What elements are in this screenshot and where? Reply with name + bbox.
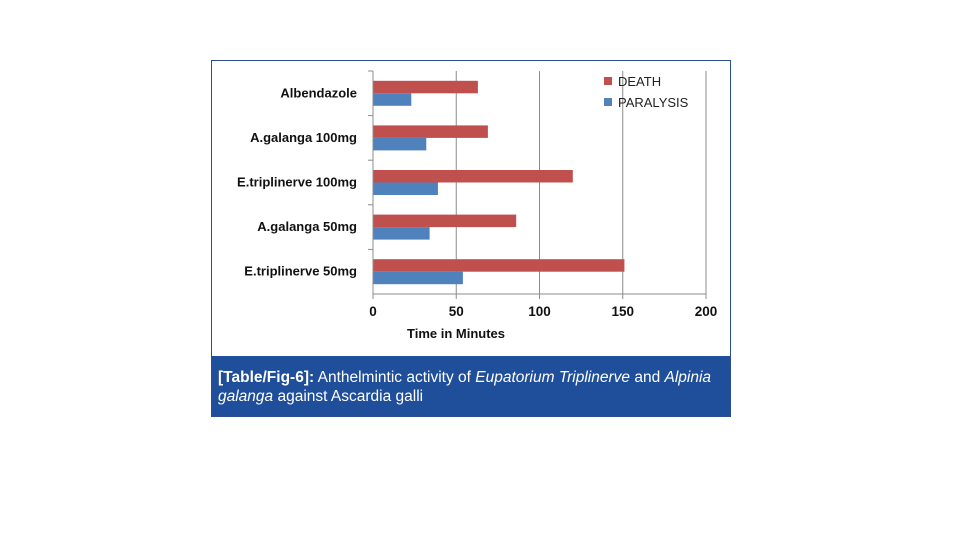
legend-label-paralysis: PARALYSIS xyxy=(618,95,689,110)
bar-death xyxy=(373,80,478,94)
category-label: Albendazole xyxy=(280,85,357,100)
legend-swatch-paralysis xyxy=(604,98,612,106)
caption-text-1: Anthelmintic activity of xyxy=(314,369,476,386)
caption-species-2: Alpinia galanga xyxy=(218,369,712,405)
x-axis-title: Time in Minutes xyxy=(407,326,505,341)
category-label: E.triplinerve 50mg xyxy=(244,264,357,279)
category-labels: Albendazole A.galanga 100mg E.triplinerve … xyxy=(237,85,357,278)
x-tick-label: 100 xyxy=(528,304,551,319)
figure-caption: [Table/Fig-6]: Anthelmintic activity of … xyxy=(212,356,730,416)
bar-paralysis xyxy=(373,137,427,151)
x-tick-label: 0 xyxy=(369,304,377,319)
axes xyxy=(368,70,707,299)
bar-paralysis xyxy=(373,182,438,195)
bar-chart: Albendazole A.galanga 100mg E.triplinerve … xyxy=(237,70,717,341)
bar-paralysis xyxy=(373,93,412,106)
bar-paralysis xyxy=(373,271,463,285)
x-tick-label: 150 xyxy=(611,304,634,319)
category-label: E.triplinerve 100mg xyxy=(237,175,357,190)
figure-panel: Albendazole A.galanga 100mg E.triplinerve … xyxy=(211,60,731,417)
caption-species-1: Eupatorium Triplinerve xyxy=(475,369,631,386)
caption-label: [Table/Fig-6]: xyxy=(218,369,315,386)
x-tick-label: 200 xyxy=(695,304,718,319)
bar-paralysis xyxy=(373,227,430,240)
legend-swatch-death xyxy=(604,77,612,85)
bars xyxy=(373,80,625,285)
bar-death xyxy=(373,214,517,228)
legend: DEATH PARALYSIS xyxy=(604,74,689,110)
caption-text-2: and xyxy=(630,369,665,386)
legend-label-death: DEATH xyxy=(618,74,661,89)
caption-text-3: against Ascardia galli xyxy=(273,388,424,405)
x-tick-label: 50 xyxy=(449,304,464,319)
category-label: A.galanga 100mg xyxy=(250,130,357,145)
bar-death xyxy=(373,125,488,138)
bar-death xyxy=(373,170,573,183)
x-tick-labels: 0 50 100 150 200 xyxy=(369,304,717,319)
category-label: A.galanga 50mg xyxy=(257,219,357,234)
bar-death xyxy=(373,259,625,272)
